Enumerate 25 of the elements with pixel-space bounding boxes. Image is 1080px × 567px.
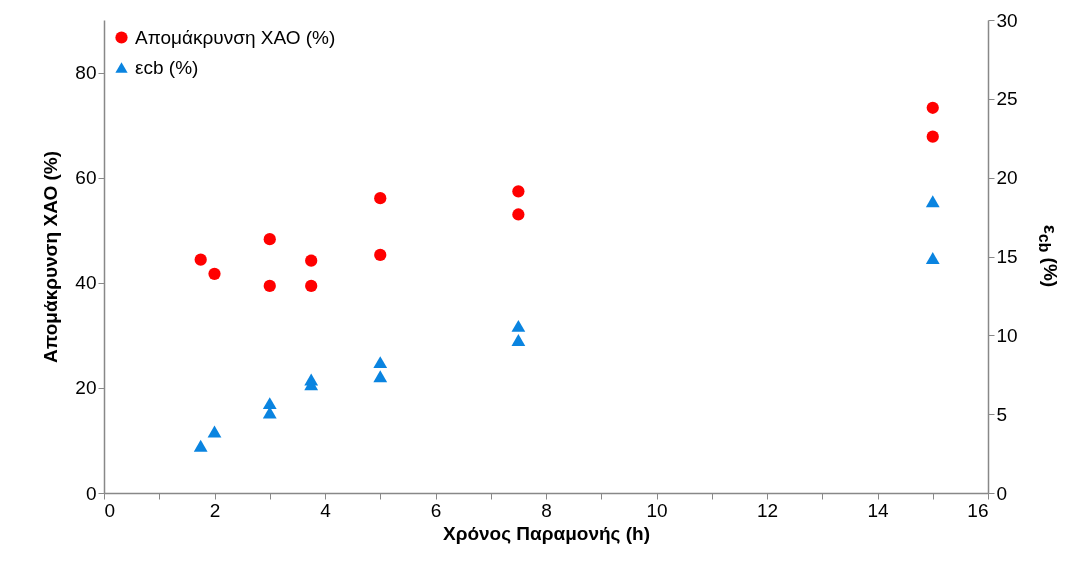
x-tick-label: 0 (104, 499, 116, 521)
x-tick-label: 16 (967, 499, 989, 521)
y-tick-label: 60 (75, 167, 97, 189)
x-tick-label: 2 (209, 499, 221, 521)
y2-tick-label: 25 (996, 88, 1018, 110)
legend-label: εcb (%) (135, 56, 199, 78)
x-axis-title: Χρόνος Παραμονής (h) (442, 522, 651, 544)
x-tick-label: 6 (430, 499, 442, 521)
y2-tick-label: 15 (996, 246, 1018, 267)
x-tick-label: 10 (646, 499, 668, 521)
y2-tick-label: 30 (996, 9, 1018, 31)
y2-tick-label: 20 (996, 167, 1018, 189)
y-tick-label: 0 (85, 482, 97, 504)
x-tick-label: 14 (867, 499, 889, 521)
legend-label: Απομάκρυνση ΧΑΟ (%) (135, 26, 336, 48)
x-tick-label: 12 (756, 499, 779, 521)
y2-tick-label: 0 (996, 482, 1008, 504)
y-tick-label: 80 (75, 62, 97, 84)
y-tick-label: 20 (75, 377, 97, 399)
y-tick-label: 40 (75, 272, 97, 294)
y-axis-title: Απομάκρυνση ΧΑΟ (%) (40, 151, 62, 363)
y2-tick-label: 5 (996, 403, 1008, 425)
x-tick-label: 8 (541, 499, 552, 521)
x-tick-label: 4 (320, 499, 332, 521)
y2-tick-label: 10 (996, 324, 1018, 346)
